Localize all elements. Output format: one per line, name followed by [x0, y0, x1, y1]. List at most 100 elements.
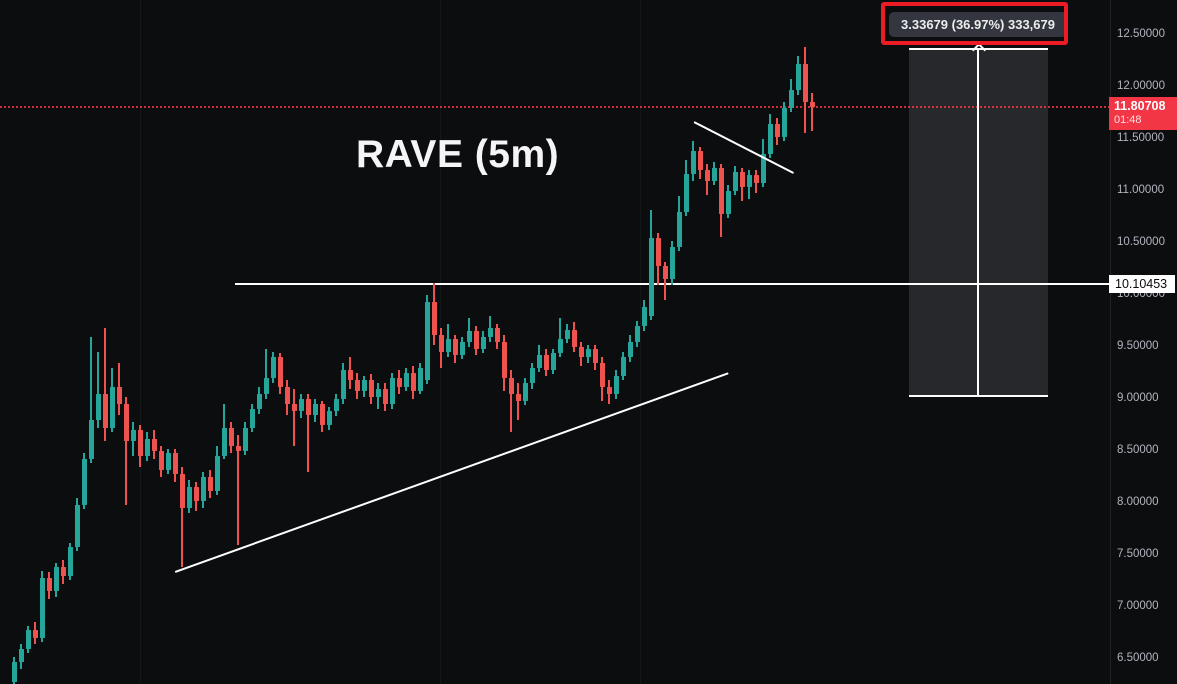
candle[interactable] [109, 386, 115, 429]
candle[interactable] [340, 369, 346, 399]
candle[interactable] [186, 487, 192, 509]
candle[interactable] [536, 355, 542, 368]
candle[interactable] [627, 341, 633, 358]
candle[interactable] [242, 428, 248, 451]
candle[interactable] [529, 367, 535, 384]
candle[interactable] [368, 380, 374, 397]
candle[interactable] [508, 378, 514, 394]
candle[interactable] [11, 662, 17, 682]
candle[interactable] [543, 355, 549, 370]
candle[interactable] [396, 378, 402, 387]
highlight-rectangle[interactable] [881, 2, 1068, 45]
candle[interactable] [74, 505, 80, 547]
candle[interactable] [683, 174, 689, 212]
candle[interactable] [25, 629, 31, 649]
candle[interactable] [333, 399, 339, 412]
candle[interactable] [39, 577, 45, 639]
candle[interactable] [158, 451, 164, 470]
candle[interactable] [172, 453, 178, 474]
candle[interactable] [515, 393, 521, 402]
candle[interactable] [137, 430, 143, 457]
candle[interactable] [123, 404, 129, 441]
candle[interactable] [228, 428, 234, 446]
candle[interactable] [578, 347, 584, 358]
candle[interactable] [277, 357, 283, 387]
candle[interactable] [599, 362, 605, 387]
candle[interactable] [284, 386, 290, 405]
candle[interactable] [60, 567, 66, 576]
candle[interactable] [487, 328, 493, 337]
candle[interactable] [95, 393, 101, 420]
candle[interactable] [256, 393, 262, 410]
candle[interactable] [711, 168, 717, 181]
candle[interactable] [417, 367, 423, 391]
candle[interactable] [88, 419, 94, 460]
candle[interactable] [144, 438, 150, 457]
candle[interactable] [102, 393, 108, 429]
candle[interactable] [249, 409, 255, 429]
candle[interactable] [445, 338, 451, 353]
candle[interactable] [494, 328, 500, 342]
candle[interactable] [326, 411, 332, 425]
candle[interactable] [753, 175, 759, 183]
candle[interactable] [32, 629, 38, 639]
candle[interactable] [613, 376, 619, 394]
candle[interactable] [501, 341, 507, 379]
candle[interactable] [193, 487, 199, 501]
candle[interactable] [571, 330, 577, 347]
candle[interactable] [431, 302, 437, 335]
candle[interactable] [522, 383, 528, 402]
candle[interactable] [690, 151, 696, 175]
candle[interactable] [298, 399, 304, 412]
candle[interactable] [81, 459, 87, 506]
candle[interactable] [207, 477, 213, 491]
candle[interactable] [760, 153, 766, 183]
candle[interactable] [221, 428, 227, 457]
candle[interactable] [151, 438, 157, 451]
chart-canvas[interactable]: 3.33679 (36.97%) 333,679 RAVE (5m) [0, 0, 1110, 684]
candle[interactable] [179, 473, 185, 509]
candle[interactable] [235, 445, 241, 451]
candle[interactable] [389, 378, 395, 405]
candle[interactable] [718, 168, 724, 214]
candle[interactable] [459, 341, 465, 356]
candle[interactable] [263, 378, 269, 394]
candle[interactable] [347, 369, 353, 381]
candle[interactable] [130, 430, 136, 441]
price-axis[interactable]: 12.50000 12.00000 11.50000 11.00000 10.50000… [1109, 0, 1177, 684]
candle[interactable] [697, 151, 703, 171]
candle[interactable] [291, 404, 297, 412]
price-range-tool[interactable] [909, 49, 1048, 397]
candle[interactable] [620, 357, 626, 377]
candle[interactable] [382, 388, 388, 405]
candle[interactable] [739, 172, 745, 187]
candle[interactable] [676, 211, 682, 248]
candle[interactable] [116, 386, 122, 405]
candle[interactable] [704, 170, 710, 181]
candle[interactable] [312, 404, 318, 415]
candle[interactable] [214, 456, 220, 491]
candle[interactable] [809, 101, 815, 107]
candle[interactable] [550, 353, 556, 370]
candle[interactable] [466, 331, 472, 342]
candle[interactable] [403, 373, 409, 387]
candle[interactable] [655, 237, 661, 266]
candle[interactable] [53, 567, 59, 592]
candle[interactable] [354, 380, 360, 391]
candle[interactable] [662, 265, 668, 280]
candle[interactable] [452, 338, 458, 356]
candle[interactable] [795, 64, 801, 91]
candle[interactable] [165, 453, 171, 470]
candle[interactable] [18, 648, 24, 663]
candle[interactable] [410, 373, 416, 391]
candle[interactable] [669, 247, 675, 280]
candle[interactable] [746, 175, 752, 187]
candle[interactable] [732, 172, 738, 191]
candle[interactable] [424, 302, 430, 381]
candle[interactable] [67, 546, 73, 576]
candle[interactable] [473, 331, 479, 350]
candle[interactable] [725, 191, 731, 214]
candle[interactable] [305, 399, 311, 415]
candle[interactable] [585, 349, 591, 358]
candle[interactable] [361, 380, 367, 391]
